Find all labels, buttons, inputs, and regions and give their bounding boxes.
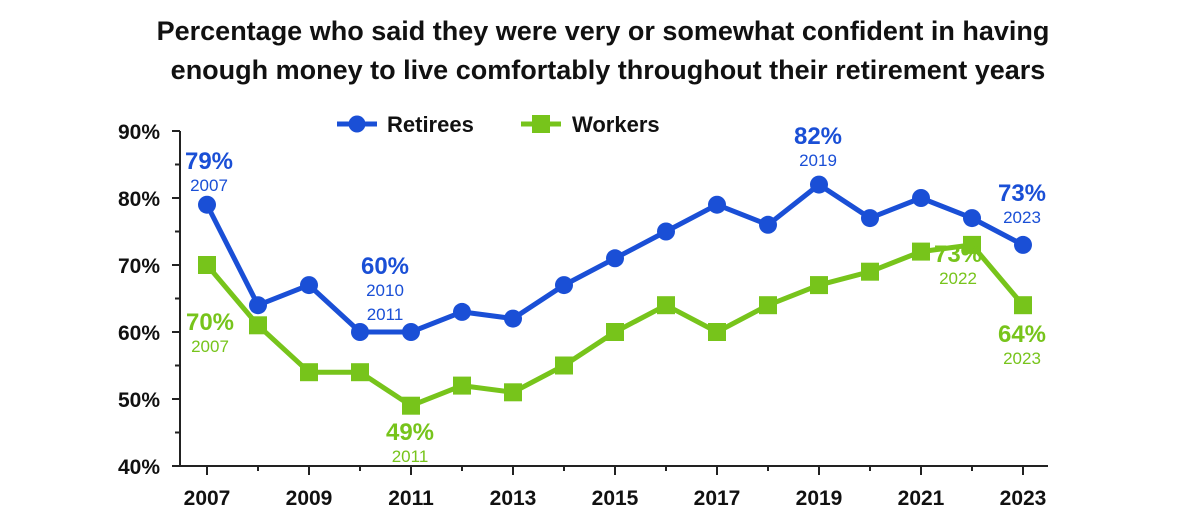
data-label-year: 2022: [939, 269, 977, 288]
chart-title-line-1: Percentage who said they were very or so…: [157, 16, 1050, 46]
data-point-workers: [657, 296, 675, 315]
data-label-year: 2023: [1003, 208, 1041, 227]
data-point-workers: [963, 235, 981, 254]
data-point-workers: [708, 323, 726, 341]
legend-retirees-marker: [348, 115, 366, 133]
data-label-workers: 70%2007: [186, 309, 234, 356]
data-label-workers: 49%2011: [386, 419, 434, 466]
data-label-retirees: 73%2023: [998, 180, 1046, 227]
data-label-value: 70%: [186, 309, 234, 336]
series-retirees: [198, 175, 1032, 341]
data-label-retirees: 82%2019: [794, 123, 842, 170]
data-point-workers: [759, 296, 777, 315]
data-label-year: 2023: [1003, 349, 1041, 368]
data-point-retirees: [810, 175, 828, 194]
annotation-layer: 79%200760%2010201182%201973%202370%20074…: [185, 123, 1046, 466]
y-tick-label: 90%: [118, 121, 160, 144]
data-point-retirees: [249, 296, 267, 315]
data-point-retirees: [861, 209, 879, 228]
data-point-retirees: [1014, 235, 1032, 254]
x-tick-label: 2015: [592, 487, 639, 510]
data-point-retirees: [198, 195, 216, 214]
y-tick-label: 70%: [118, 255, 160, 278]
data-point-workers: [912, 242, 930, 261]
x-tick-label: 2007: [184, 487, 231, 510]
data-point-workers: [351, 363, 369, 382]
legend-item-retirees: Retirees: [337, 112, 474, 137]
data-label-value: 73%: [998, 180, 1046, 207]
data-point-retirees: [504, 309, 522, 328]
data-point-retirees: [351, 323, 369, 341]
data-label-value: 49%: [386, 419, 434, 446]
y-tick-label: 80%: [118, 188, 160, 211]
x-tick-label: 2017: [694, 487, 741, 510]
legend: Retirees Workers: [337, 112, 660, 137]
data-label-year: 2011: [392, 447, 429, 466]
data-point-workers: [249, 316, 267, 335]
data-point-workers: [555, 356, 573, 375]
data-label-value: 73%: [934, 241, 982, 268]
legend-workers-marker: [532, 115, 550, 133]
x-tick-label: 2023: [1000, 487, 1047, 510]
data-point-workers: [504, 383, 522, 402]
data-label-year: 2007: [191, 337, 229, 356]
data-label-workers: 73%2022: [934, 241, 982, 288]
x-tick-label: 2013: [490, 487, 537, 510]
data-point-workers: [300, 363, 318, 382]
legend-item-workers: Workers: [521, 112, 660, 137]
data-point-retirees: [402, 323, 420, 341]
data-label-retirees: 60%2010 2011: [361, 253, 409, 324]
x-tick-label: 2009: [286, 487, 333, 510]
data-point-retirees: [759, 215, 777, 234]
data-point-workers: [453, 376, 471, 395]
data-point-retirees: [606, 249, 624, 268]
data-label-workers: 64%2023: [998, 321, 1046, 368]
y-tick-label: 40%: [118, 456, 160, 479]
data-point-retirees: [708, 195, 726, 214]
data-point-workers: [1014, 296, 1032, 315]
data-point-workers: [606, 323, 624, 341]
data-label-value: 79%: [185, 148, 233, 175]
data-point-retirees: [555, 276, 573, 295]
data-label-retirees: 79%2007: [185, 148, 233, 195]
data-point-retirees: [963, 209, 981, 228]
data-label-value: 60%: [361, 253, 409, 280]
axes: 90% 80% 70% 60% 50% 40% 2007 2009 2011 2013 2015 20…: [118, 121, 1048, 510]
data-point-workers: [198, 256, 216, 274]
data-point-workers: [861, 262, 879, 281]
data-label-year: 2007: [190, 176, 228, 195]
data-point-retirees: [657, 222, 675, 241]
x-tick-label: 2021: [898, 487, 945, 510]
legend-retirees-label: Retirees: [387, 112, 474, 137]
x-tick-label: 2019: [796, 487, 843, 510]
data-label-year: 2010: [366, 281, 404, 300]
data-point-workers: [402, 396, 420, 415]
legend-workers-label: Workers: [572, 112, 660, 137]
x-tick-label: 2011: [388, 487, 434, 510]
data-point-workers: [810, 276, 828, 295]
data-label-value: 82%: [794, 123, 842, 150]
data-label-year: 2011: [367, 305, 404, 324]
data-point-retirees: [912, 189, 930, 207]
chart-title-line-2: enough money to live comfortably through…: [171, 55, 1046, 85]
y-tick-label: 60%: [118, 322, 160, 345]
data-point-retirees: [453, 302, 471, 321]
data-point-retirees: [300, 276, 318, 295]
series-workers: [198, 235, 1032, 415]
series-layer: [198, 175, 1032, 415]
y-tick-label: 50%: [118, 389, 160, 412]
data-label-value: 64%: [998, 321, 1046, 348]
data-label-year: 2019: [799, 151, 837, 170]
